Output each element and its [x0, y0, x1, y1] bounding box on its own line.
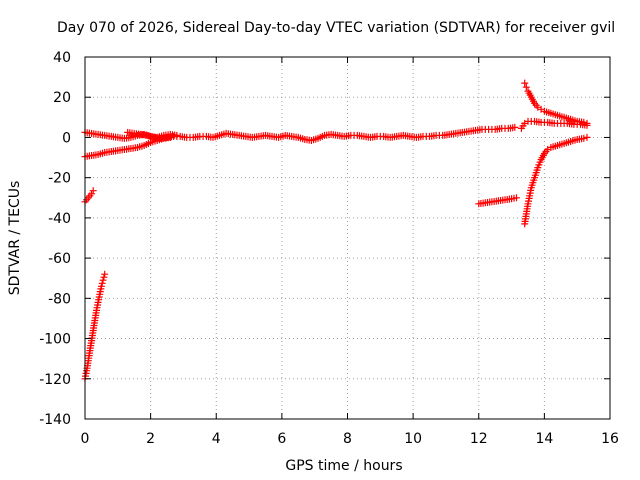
y-tick-labels: 40 20 0 -20 -40 -60 -80 -100 -120 -140 — [39, 50, 71, 428]
y-tick-label: -40 — [48, 211, 71, 227]
x-tick-label: 2 — [146, 431, 155, 447]
x-tick-label: 10 — [404, 431, 422, 447]
y-tick-label: 40 — [53, 50, 71, 66]
x-axis-label: GPS time / hours — [285, 458, 402, 474]
series-right-lower-segment — [475, 194, 520, 208]
marker-right-falling-arc — [521, 79, 591, 127]
series-right-rising-arc — [521, 133, 591, 228]
marker-right-flat-arc — [517, 117, 591, 132]
y-tick-label: 20 — [53, 90, 71, 106]
x-tick-labels: 0 2 4 6 8 10 12 14 16 — [81, 431, 619, 447]
y-tick-label: 0 — [62, 130, 71, 146]
x-tick-label: 4 — [212, 431, 221, 447]
y-tick-label: -20 — [48, 171, 71, 187]
x-tick-label: 16 — [601, 431, 619, 447]
y-axis-label: SDTVAR / TECUs — [7, 181, 23, 296]
series-right-flat-arc — [517, 117, 591, 132]
x-tick-label: 6 — [277, 431, 286, 447]
x-tick-label: 14 — [535, 431, 553, 447]
y-tick-label: -140 — [39, 412, 71, 428]
y-tick-label: -60 — [48, 251, 71, 267]
marker-right-lower-segment — [475, 194, 520, 208]
marker-right-rising-arc — [521, 133, 591, 228]
marker-main-mid-arc — [124, 123, 519, 144]
y-tick-label: -100 — [39, 332, 71, 348]
series-right-falling-arc — [521, 79, 591, 127]
data-series — [81, 79, 591, 383]
x-tick-label: 0 — [81, 431, 90, 447]
x-tick-label: 12 — [470, 431, 488, 447]
axis-ticks — [84, 56, 611, 420]
x-tick-label: 8 — [343, 431, 352, 447]
chart-title: Day 070 of 2026, Sidereal Day-to-day VTE… — [57, 20, 615, 36]
y-tick-label: -80 — [48, 291, 71, 307]
y-tick-label: -120 — [39, 372, 71, 388]
series-main-mid-arc — [124, 123, 519, 144]
grid-lines — [85, 57, 610, 419]
